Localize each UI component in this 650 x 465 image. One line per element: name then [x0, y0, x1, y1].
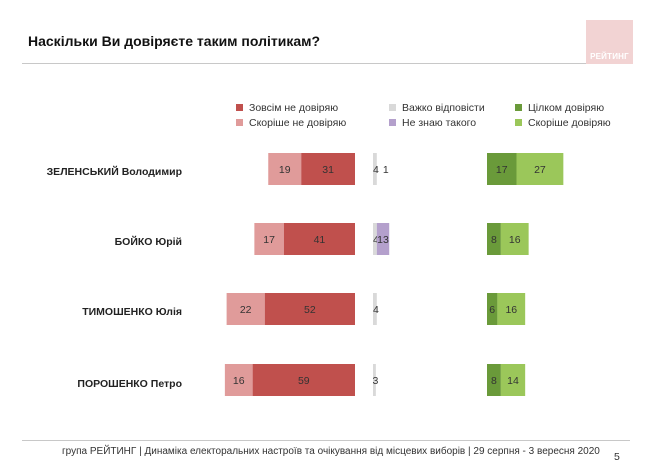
row-label-boiko: БОЙКО Юрій [114, 236, 182, 248]
value-label-skorishe-ne-zelenskyi: 19 [279, 164, 291, 176]
value-label-skorishe-tak-boiko: 16 [509, 234, 521, 246]
value-label-vazhko-poroshenko: 3 [373, 375, 379, 387]
value-label-skorishe-ne-poroshenko: 16 [233, 375, 245, 387]
bar-skorishe-tak-zelenskyi [516, 153, 564, 185]
bar-tsilkom-tymoshenko [487, 293, 498, 325]
bar-zovsim-ne-tymoshenko [264, 293, 355, 325]
header-divider [22, 63, 630, 64]
footer-divider [22, 440, 630, 441]
value-label-zovsim-ne-tymoshenko: 52 [304, 304, 316, 316]
bar-vazhko-boiko [373, 223, 377, 255]
bar-skorishe-ne-tymoshenko [226, 293, 265, 325]
legend-swatch [389, 104, 396, 111]
legend-label: Не знаю такого [402, 117, 477, 129]
row-label-tymoshenko: ТИМОШЕНКО Юлія [82, 306, 182, 318]
value-label-ne-znayu-boiko: 13 [377, 234, 389, 246]
rating-logo: РЕЙТИНГ [586, 20, 633, 64]
value-label-tsilkom-poroshenko: 8 [491, 375, 497, 387]
page-number: 5 [614, 451, 620, 463]
footer-text: група РЕЙТИНГ | Динаміка електоральних н… [62, 446, 600, 457]
legend-label: Важко відповісти [402, 102, 485, 114]
value-label-skorishe-tak-tymoshenko: 16 [505, 304, 517, 316]
legend-swatch [389, 119, 396, 126]
bar-ne-znayu-boiko [376, 223, 390, 255]
legend-label: Зовсім не довіряю [249, 102, 339, 114]
value-label-zovsim-ne-poroshenko: 59 [298, 375, 310, 387]
legend-item-zovsim-ne: Зовсім не довіряю [236, 102, 338, 114]
legend-label: Цілком довіряю [528, 102, 605, 114]
bar-tsilkom-poroshenko [487, 364, 501, 396]
row-label-zelenskyi: ЗЕЛЕНСЬКИЙ Володимир [46, 166, 182, 178]
legend-swatch [515, 104, 522, 111]
value-label-tsilkom-zelenskyi: 17 [496, 164, 508, 176]
bar-vazhko-tymoshenko [373, 293, 377, 325]
value-label-skorishe-tak-poroshenko: 14 [507, 375, 519, 387]
bar-skorishe-ne-poroshenko [224, 364, 253, 396]
bar-zovsim-ne-boiko [283, 223, 355, 255]
value-label-zovsim-ne-zelenskyi: 31 [322, 164, 334, 176]
value-label-vazhko-boiko: 4 [373, 234, 379, 246]
bar-tsilkom-boiko [487, 223, 501, 255]
bar-zovsim-ne-poroshenko [252, 364, 355, 396]
legend-item-ne-znayu: Не знаю такого [389, 117, 476, 129]
value-label-tsilkom-tymoshenko: 6 [489, 304, 495, 316]
bar-zovsim-ne-zelenskyi [301, 153, 355, 185]
value-label-skorishe-ne-tymoshenko: 22 [240, 304, 252, 316]
legend-item-skorishe-ne: Скоріше не довіряю [236, 117, 346, 129]
value-label-vazhko-tymoshenko: 4 [373, 304, 379, 316]
bar-tsilkom-zelenskyi [487, 153, 517, 185]
legend-swatch [515, 119, 522, 126]
legend-swatch [236, 119, 243, 126]
legend-item-tsilkom: Цілком довіряю [515, 102, 604, 114]
bar-vazhko-zelenskyi [373, 153, 377, 185]
value-label-skorishe-ne-boiko: 17 [263, 234, 275, 246]
row-label-poroshenko: ПОРОШЕНКО Петро [77, 378, 182, 390]
legend-item-vazhko: Важко відповісти [389, 102, 485, 114]
bar-skorishe-tak-tymoshenko [497, 293, 526, 325]
legend-swatch [236, 104, 243, 111]
logo-text: РЕЙТИНГ [590, 52, 629, 61]
page-title: Наскільки Ви довіряєте таким політикам? [28, 33, 321, 49]
value-label-zovsim-ne-boiko: 41 [314, 234, 326, 246]
bar-skorishe-tak-poroshenko [500, 364, 526, 396]
legend-item-skorishe-tak: Скоріше довіряю [515, 117, 611, 129]
value-label-skorishe-tak-zelenskyi: 27 [534, 164, 546, 176]
value-label-ne-znayu-zelenskyi: 1 [383, 164, 389, 176]
bar-skorishe-ne-zelenskyi [268, 153, 302, 185]
legend-label: Скоріше довіряю [528, 117, 611, 129]
bar-skorishe-ne-boiko [254, 223, 284, 255]
bar-skorishe-tak-boiko [500, 223, 529, 255]
value-label-tsilkom-boiko: 8 [491, 234, 497, 246]
legend-label: Скоріше не довіряю [249, 117, 347, 129]
value-label-vazhko-zelenskyi: 4 [373, 164, 379, 176]
bar-vazhko-poroshenko [373, 364, 376, 396]
